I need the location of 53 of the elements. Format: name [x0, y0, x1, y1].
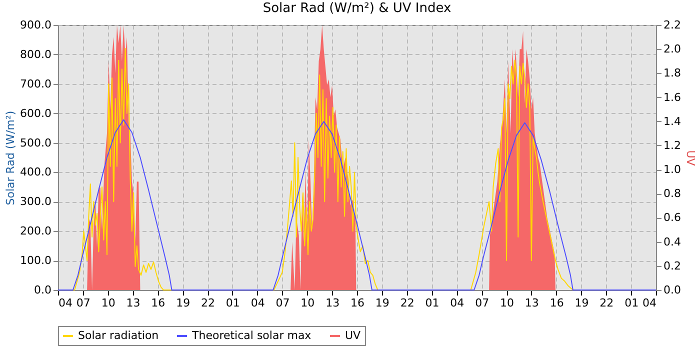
x-tick-label: 01: [226, 296, 240, 310]
y-tick-label: 0.0: [34, 284, 52, 296]
y2-tick-label: 2.0: [664, 42, 681, 56]
x-tick-label: 01: [425, 296, 440, 310]
x-tick-label: 19: [375, 296, 390, 310]
y2-tick-label: 0.0: [664, 284, 681, 296]
x-tick-label: 13: [126, 296, 140, 310]
legend-label: Solar radiation: [78, 329, 159, 342]
y2-axis-title: UV: [684, 150, 697, 166]
y-tick-label: 200.0: [20, 224, 52, 238]
x-tick-label: 19: [574, 296, 589, 310]
y2-tick-label: 0.6: [664, 211, 681, 224]
x-tick-label: 07: [76, 296, 90, 310]
y2-tick-label: 1.6: [664, 90, 681, 104]
x-tick-label: 13: [326, 296, 340, 310]
y-tick-label: 600.0: [20, 106, 52, 120]
y-tick-label: 900.0: [20, 18, 52, 32]
legend-label: Theoretical solar max: [191, 329, 312, 342]
y-tick-label: 100.0: [20, 254, 52, 268]
x-tick-label: 16: [151, 296, 166, 310]
x-tick-label: 04: [58, 296, 72, 310]
y2-tick-label: 0.2: [664, 259, 681, 272]
x-tick-label: 04: [450, 296, 464, 310]
y-tick-label: 300.0: [20, 195, 52, 208]
y2-tick-label: 2.2: [664, 18, 681, 32]
y-tick-label: 700.0: [20, 77, 52, 90]
x-tick-label: 22: [201, 296, 215, 310]
x-tick-label: 19: [176, 296, 190, 310]
x-tick-label: 10: [500, 296, 514, 310]
y-tick-label: 800.0: [20, 48, 52, 61]
x-tick-label: 04: [250, 296, 265, 310]
y2-tick-label: 1.0: [664, 163, 681, 176]
x-tick-label: 16: [350, 296, 364, 310]
y-tick-label: 500.0: [20, 136, 52, 150]
y-axis-title: Solar Rad (W/m²): [4, 110, 18, 206]
x-tick-label: 22: [400, 296, 414, 310]
y2-tick-label: 0.4: [664, 235, 681, 248]
x-tick-label: 10: [300, 296, 315, 310]
y2-tick-label: 1.8: [664, 66, 681, 80]
x-tick-label: 10: [101, 296, 116, 310]
y-tick-label: 400.0: [20, 166, 52, 179]
x-tick-label: 22: [600, 296, 614, 310]
x-tick-label: 01: [624, 296, 639, 310]
x-tick-label: 07: [276, 296, 290, 310]
x-tick-label: 04: [642, 296, 656, 310]
x-tick-label: 07: [475, 296, 490, 310]
y2-tick-label: 1.2: [664, 138, 681, 152]
y2-tick-label: 1.4: [664, 114, 681, 128]
x-tick-label: 16: [550, 296, 564, 310]
legend-label: UV: [345, 329, 362, 342]
x-tick-label: 13: [524, 296, 539, 310]
chart-title: Solar Rad (W/m²) & UV Index: [262, 1, 452, 16]
y2-tick-label: 0.8: [664, 187, 681, 200]
